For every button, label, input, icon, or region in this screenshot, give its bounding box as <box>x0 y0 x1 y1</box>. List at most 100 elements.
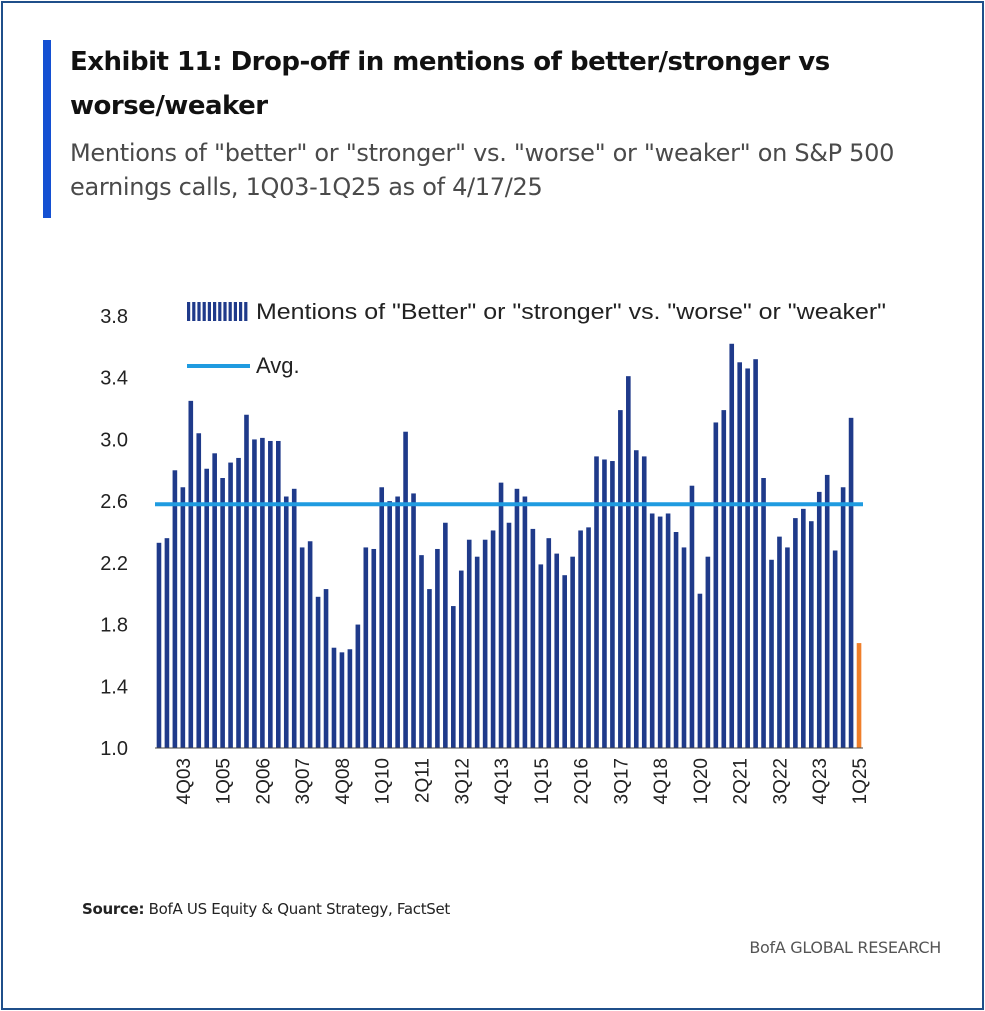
bar <box>156 542 162 748</box>
x-tick-label: 1Q25 <box>850 758 871 804</box>
x-tick-label: 4Q13 <box>492 758 513 804</box>
bar <box>260 437 265 748</box>
legend-swatch-stripe <box>244 302 248 321</box>
bar <box>244 414 249 748</box>
bar <box>204 468 210 748</box>
bar <box>570 556 575 748</box>
x-tick-label: 3Q17 <box>611 758 632 804</box>
bar <box>626 376 631 748</box>
bar <box>514 488 520 748</box>
exhibit-title: Exhibit 11: Drop-off in mentions of bett… <box>70 47 830 121</box>
bar <box>824 474 830 748</box>
legend: Mentions of "Better" or "stronger" vs. "… <box>187 299 886 378</box>
bar <box>816 491 822 748</box>
x-tick-label: 4Q08 <box>333 758 354 804</box>
bar <box>538 564 544 748</box>
legend-swatch-stripe <box>233 302 237 321</box>
bar <box>769 559 774 748</box>
bar <box>594 456 599 748</box>
bar <box>443 522 448 748</box>
bar <box>793 518 798 748</box>
bar <box>451 606 456 748</box>
bar <box>276 440 281 748</box>
legend-swatch-stripe <box>207 302 211 321</box>
legend-swatch-stripe <box>213 302 217 321</box>
bar <box>228 462 233 748</box>
y-tick-label: 1.8 <box>100 615 128 637</box>
bar <box>419 555 424 748</box>
bar <box>466 539 472 748</box>
bar <box>180 487 186 748</box>
legend-swatch-stripe <box>239 302 243 321</box>
bar <box>649 513 655 748</box>
bar <box>530 528 536 748</box>
source-text: BofA US Equity & Quant Strategy, FactSet <box>148 900 451 918</box>
legend-swatch-stripe <box>218 302 222 321</box>
bar <box>697 593 703 748</box>
bar <box>777 536 782 748</box>
y-tick-label: 3.4 <box>100 368 128 390</box>
bar <box>220 478 225 748</box>
bar <box>283 496 289 748</box>
bar <box>252 439 257 748</box>
bar <box>801 508 806 748</box>
bar <box>761 478 766 748</box>
source-label: Source: <box>82 900 145 918</box>
bar <box>681 547 687 748</box>
bar <box>172 470 178 748</box>
bar <box>673 532 679 748</box>
bar <box>299 547 305 748</box>
bar <box>379 487 385 748</box>
x-tick-label: 2Q21 <box>731 758 752 804</box>
bar <box>307 541 313 748</box>
bar <box>737 362 742 748</box>
bar <box>355 624 361 748</box>
bar <box>188 400 194 748</box>
x-tick-label: 2Q16 <box>572 758 593 804</box>
bar-latest <box>856 643 862 748</box>
x-tick-label: 2Q11 <box>413 758 434 803</box>
bar <box>713 422 719 748</box>
bar <box>236 457 241 748</box>
bar <box>657 516 663 748</box>
bar <box>347 649 353 748</box>
x-tick-label: 1Q15 <box>532 758 553 804</box>
legend-item-avg: Avg. <box>187 353 300 378</box>
bar <box>458 570 464 748</box>
y-axis: 1.0 1.4 1.8 2.2 2.6 3.0 3.4 3.8 <box>100 306 128 760</box>
bar <box>785 547 790 748</box>
bar <box>435 548 440 748</box>
bar <box>848 417 854 748</box>
bar <box>808 521 814 748</box>
legend-swatch-stripe <box>187 302 191 321</box>
x-tick-label: 1Q20 <box>691 758 712 804</box>
bar <box>522 496 528 748</box>
brand-label: BofA GLOBAL RESEARCH <box>749 938 941 957</box>
bar <box>729 343 735 748</box>
bar <box>506 522 512 748</box>
legend-swatch-stripe <box>228 302 232 321</box>
x-tick-label: 3Q12 <box>452 758 473 804</box>
bar <box>411 493 416 748</box>
y-tick-label: 3.0 <box>100 429 128 451</box>
bar <box>371 548 377 748</box>
bar <box>474 556 480 748</box>
y-tick-label: 2.2 <box>100 553 128 575</box>
accent-bar <box>43 40 51 218</box>
legend-item-bars: Mentions of "Better" or "stronger" vs. "… <box>187 299 886 324</box>
bar <box>610 461 615 748</box>
bars <box>156 343 862 748</box>
bar <box>212 453 217 748</box>
x-tick-label: 4Q23 <box>810 758 831 804</box>
x-tick-label: 3Q07 <box>293 758 314 804</box>
bar <box>546 538 552 748</box>
bar <box>641 456 647 748</box>
exhibit-subtitle: Mentions of "better" or "stronger" vs. "… <box>70 139 895 201</box>
legend-swatch-stripe <box>197 302 201 321</box>
bar <box>554 553 560 748</box>
legend-swatch-stripe <box>192 302 196 321</box>
bar <box>618 410 623 748</box>
bar <box>490 530 496 748</box>
x-tick-label: 4Q18 <box>651 758 672 804</box>
